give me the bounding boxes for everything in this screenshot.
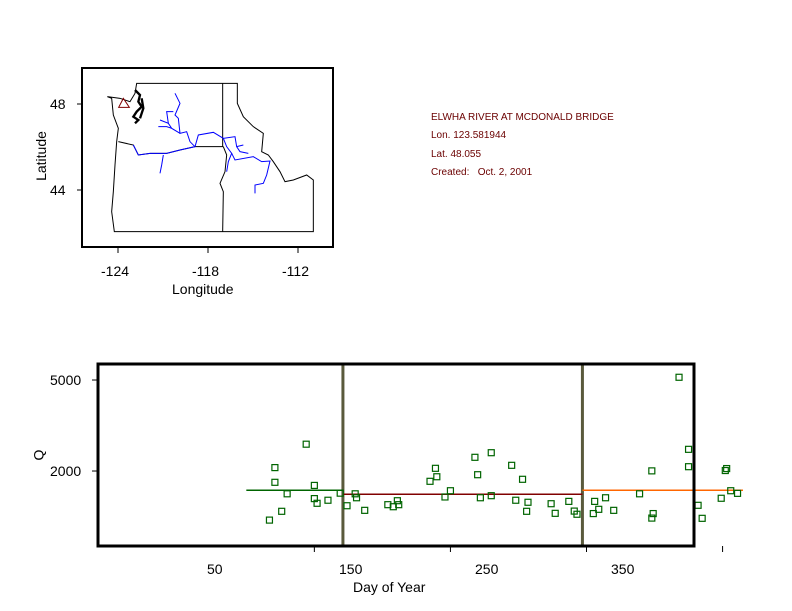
xtick-label: 150 <box>339 561 363 577</box>
station-lat: Lat. 48.055 <box>431 149 482 160</box>
region-map <box>107 82 314 233</box>
data-point <box>433 473 441 481</box>
data-point <box>601 494 610 502</box>
data-point <box>351 490 359 498</box>
or-id-border <box>219 146 228 232</box>
data-point <box>518 475 527 483</box>
rivers <box>132 93 271 194</box>
data-point <box>723 464 731 473</box>
map-ytick-label: 44 <box>50 182 66 198</box>
xtick-label: 50 <box>207 561 223 577</box>
station-name: ELWHA RIVER AT MCDONALD BRIDGE <box>431 112 614 123</box>
data-point <box>446 487 455 495</box>
ytick-label: 2000 <box>50 463 82 479</box>
data-point <box>717 494 725 502</box>
data-point <box>648 514 656 522</box>
data-point <box>441 493 449 501</box>
data-point <box>694 501 702 509</box>
data-point <box>573 510 581 518</box>
data-point <box>635 490 644 498</box>
data-point <box>727 487 735 495</box>
data-point <box>487 449 495 457</box>
map-xlabel: Longitude <box>172 281 234 297</box>
data-point <box>474 471 482 479</box>
chart-xlabel: Day of Year <box>353 579 426 595</box>
data-point <box>610 506 618 514</box>
station-marker <box>117 97 131 108</box>
data-point <box>648 467 656 475</box>
plot-border <box>96 362 696 548</box>
data-point <box>523 507 531 515</box>
map-xtick-label: -124 <box>101 263 130 279</box>
data-point <box>265 516 274 524</box>
data-point <box>547 500 555 508</box>
data-point <box>431 464 440 472</box>
map-xtick-label: -112 <box>282 263 309 279</box>
data-point <box>426 477 434 485</box>
data-point <box>361 506 369 514</box>
data-point <box>310 481 318 490</box>
data-point <box>476 494 484 502</box>
data-point <box>395 501 403 509</box>
data-point <box>698 514 706 522</box>
data-point <box>393 497 401 505</box>
data-point <box>684 463 693 471</box>
chart-ylabel: Q <box>30 449 47 461</box>
data-point <box>649 509 657 518</box>
data-point <box>283 490 291 498</box>
data-point <box>589 509 597 518</box>
data-point <box>324 496 332 504</box>
data-point <box>487 492 495 500</box>
data-point <box>565 497 573 505</box>
data-point <box>278 507 286 515</box>
data-point <box>551 509 559 517</box>
data-point <box>512 496 520 504</box>
data-point <box>595 505 603 513</box>
data-point <box>508 461 516 469</box>
data-point <box>302 440 310 448</box>
data-point <box>591 497 599 505</box>
station-lon: Lon. 123.581944 <box>431 130 507 141</box>
data-point <box>684 445 693 453</box>
ytick-label: 5000 <box>50 372 82 388</box>
data-point <box>271 478 279 486</box>
data-point <box>524 498 532 506</box>
data-point <box>313 499 321 507</box>
data-point <box>471 453 479 461</box>
data-point <box>733 489 742 497</box>
puget-sound-islands <box>131 89 145 125</box>
state-outline <box>107 82 314 233</box>
data-point <box>343 502 351 510</box>
data-point <box>336 489 344 497</box>
data-point <box>675 373 683 381</box>
station-created: Created: Oct. 2, 2001 <box>431 167 533 178</box>
xtick-label: 350 <box>611 561 635 577</box>
map-ytick-label: 48 <box>50 96 66 112</box>
data-point <box>721 466 729 475</box>
map-xtick-label: -118 <box>192 263 219 279</box>
data-point <box>352 494 361 502</box>
xtick-label: 250 <box>475 561 499 577</box>
data-point <box>271 463 279 472</box>
